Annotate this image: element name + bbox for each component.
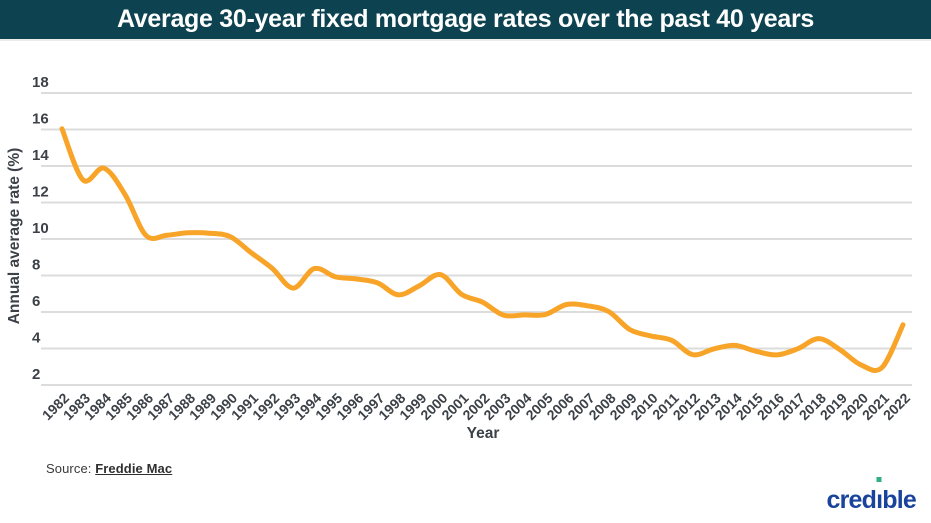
chart-title: Average 30-year fixed mortgage rates ove… (116, 5, 814, 33)
y-axis-title: Annual average rate (%) (6, 148, 23, 325)
y-tick-label: 16 (32, 111, 49, 128)
logo-i-dot-icon (876, 477, 882, 482)
y-tick-label: 2 (32, 366, 40, 383)
source-note: Source: Freddie Mac (46, 461, 172, 476)
source-link[interactable]: Freddie Mac (95, 461, 173, 476)
y-tick-label: 18 (32, 74, 49, 91)
logo-text-start: cred (826, 486, 877, 514)
rate-line-series (59, 126, 906, 373)
logo-letter-i: ı (876, 477, 883, 513)
y-tick-label: 14 (32, 147, 49, 164)
logo-text-end: ble (882, 486, 917, 514)
y-tick-label: 10 (32, 220, 49, 237)
source-prefix: Source: (46, 461, 92, 476)
y-tick-label: 6 (32, 293, 40, 310)
credible-logo: cred ıble (826, 477, 917, 514)
y-tick-label: 12 (32, 184, 49, 201)
chart-title-bar: Average 30-year fixed mortgage rates ove… (0, 0, 931, 41)
y-tick-label: 8 (32, 257, 40, 274)
x-axis-title: Year (467, 425, 500, 442)
mortgage-rate-chart: 2468101214161819821983198419851986198719… (6, 74, 913, 442)
y-tick-label: 4 (32, 330, 41, 347)
